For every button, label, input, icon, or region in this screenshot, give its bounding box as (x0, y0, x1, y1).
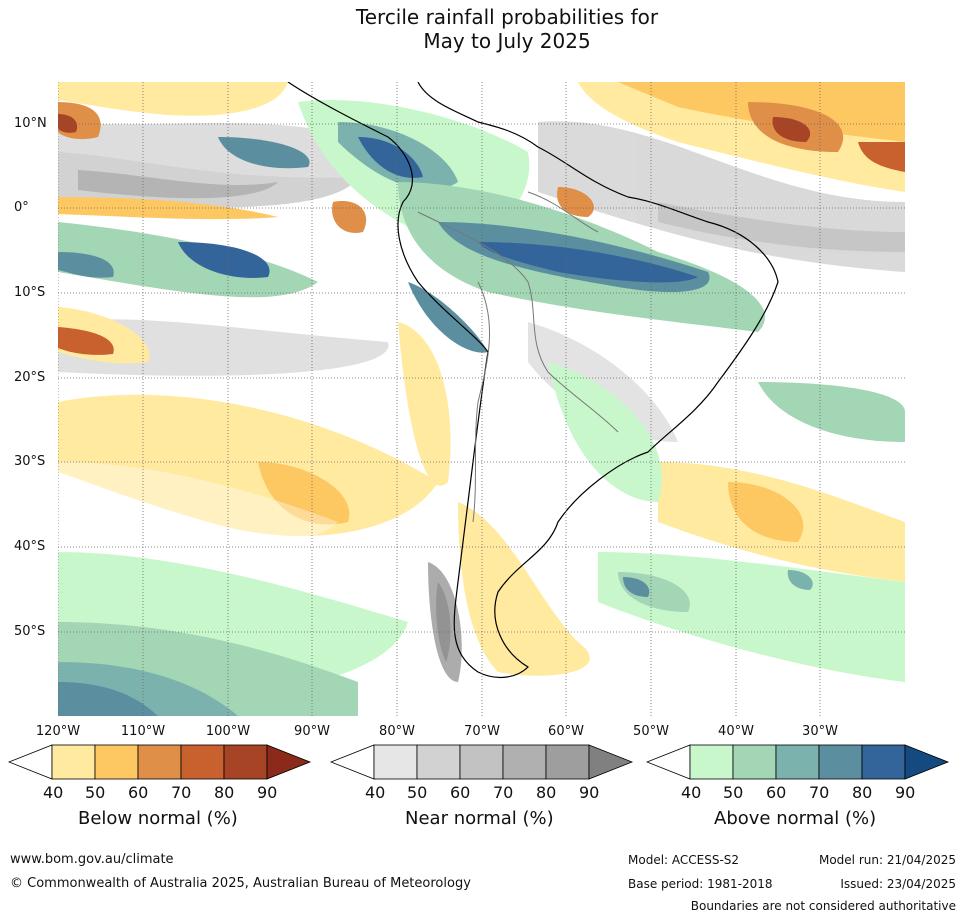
near-colorbar-bin (545, 744, 590, 780)
above-colorbar-high-cap (904, 744, 950, 780)
below-normal-colorbar (8, 744, 312, 780)
lat-label: 50°S (14, 624, 46, 639)
chart-title-line2: May to July 2025 (423, 29, 591, 53)
near-normal-fields (58, 121, 905, 682)
below-colorbar-bin (51, 744, 96, 780)
lon-label: 80°W (379, 724, 415, 739)
near-normal-colorbar (330, 744, 634, 780)
below-colorbar-bin (180, 744, 225, 780)
boundaries-disclaimer: Boundaries are not considered authoritat… (690, 899, 956, 913)
lon-label: 120°W (35, 724, 81, 739)
continent-outline (287, 82, 779, 679)
near-colorbar-bin (459, 744, 504, 780)
map-canvas (58, 82, 905, 716)
country-borders (417, 191, 619, 523)
above-normal-colorbar (646, 744, 950, 780)
lat-label: 20°S (14, 370, 46, 385)
below-colorbar-bin (94, 744, 139, 780)
below-tick: 40 (43, 783, 64, 802)
lat-label: 10°N (14, 116, 47, 131)
above-colorbar-bin (689, 744, 734, 780)
near-tick: 70 (493, 783, 514, 802)
near-normal-title: Near normal (%) (405, 808, 554, 829)
near-tick: 40 (365, 783, 386, 802)
near-colorbar-high-cap (588, 744, 634, 780)
lon-label: 100°W (205, 724, 251, 739)
lon-label: 70°W (464, 724, 500, 739)
graticule (58, 82, 905, 716)
below-colorbar-bin (223, 744, 268, 780)
near-colorbar-low-cap (330, 744, 375, 780)
above-colorbar-bin (861, 744, 906, 780)
issued-text: Issued: 23/04/2025 (840, 877, 956, 891)
above-tick: 60 (766, 783, 787, 802)
near-colorbar-bin (502, 744, 547, 780)
model-text: Model: ACCESS-S2 (628, 853, 740, 867)
below-normal-title: Below normal (%) (78, 808, 238, 829)
above-tick: 90 (895, 783, 916, 802)
below-tick: 80 (214, 783, 235, 802)
copyright-text: © Commonwealth of Australia 2025, Austra… (10, 876, 471, 891)
base-period-text: Base period: 1981-2018 (628, 877, 773, 891)
lat-label: 10°S (14, 285, 46, 300)
above-tick: 70 (809, 783, 830, 802)
above-tick: 50 (723, 783, 744, 802)
lon-label: 30°W (802, 724, 838, 739)
lat-label: 0° (14, 200, 29, 215)
below-tick: 50 (85, 783, 106, 802)
lat-label: 30°S (14, 454, 46, 469)
above-normal-title: Above normal (%) (714, 808, 877, 829)
below-colorbar-low-cap (8, 744, 53, 780)
model-run-text: Model run: 21/04/2025 (818, 853, 956, 867)
above-colorbar-bin (775, 744, 820, 780)
above-tick: 40 (681, 783, 702, 802)
website-link[interactable]: www.bom.gov.au/climate (10, 852, 174, 867)
above-colorbar-bin (732, 744, 777, 780)
below-tick: 60 (128, 783, 149, 802)
above-normal-fields (58, 100, 905, 716)
below-colorbar-bin (137, 744, 182, 780)
chart-title-line1: Tercile rainfall probabilities for (355, 5, 659, 29)
above-colorbar-low-cap (646, 744, 691, 780)
below-tick: 70 (171, 783, 192, 802)
probability-map (58, 82, 905, 716)
lon-label: 40°W (718, 724, 754, 739)
near-colorbar-bin (373, 744, 418, 780)
lon-label: 110°W (120, 724, 166, 739)
lat-label: 40°S (14, 539, 46, 554)
below-tick: 90 (257, 783, 278, 802)
near-colorbar-bin (416, 744, 461, 780)
below-colorbar-high-cap (266, 744, 312, 780)
near-tick: 50 (407, 783, 428, 802)
above-tick: 80 (852, 783, 873, 802)
lon-label: 50°W (633, 724, 669, 739)
lon-label: 60°W (548, 724, 584, 739)
near-tick: 80 (536, 783, 557, 802)
above-colorbar-bin (818, 744, 863, 780)
near-tick: 60 (450, 783, 471, 802)
near-tick: 90 (579, 783, 600, 802)
lon-label: 90°W (294, 724, 330, 739)
